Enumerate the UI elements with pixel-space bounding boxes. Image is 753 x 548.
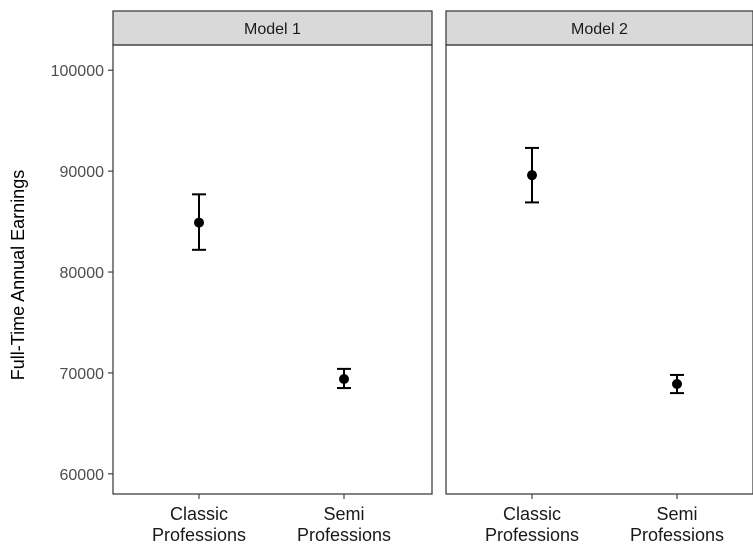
facet-strip	[112, 10, 433, 46]
data-point	[672, 379, 682, 390]
x-tick-label-line: Classic	[503, 504, 561, 524]
x-tick-label-line: Professions	[485, 525, 579, 545]
y-tick-label: 90000	[60, 164, 105, 181]
x-tick-label-line: Semi	[656, 504, 697, 524]
y-tick-label: 70000	[60, 366, 105, 383]
x-tick-label: Classic Professions	[485, 504, 579, 545]
x-tick-label: Semi Professions	[297, 504, 391, 545]
y-tick-label: 80000	[60, 265, 105, 282]
x-tick-label-line: Professions	[630, 525, 724, 545]
facet-strip	[445, 10, 753, 46]
y-tick-label: 60000	[60, 467, 105, 484]
facet-strip-label: Model 1	[244, 21, 301, 38]
y-axis: 60000 70000 80000 90000 100000	[51, 63, 113, 484]
facet-strip-label: Model 2	[571, 21, 628, 38]
x-tick-label-line: Semi	[323, 504, 364, 524]
x-tick-label: Semi Professions	[630, 504, 724, 545]
panel-border	[112, 44, 433, 495]
data-point	[527, 170, 537, 181]
data-point	[194, 217, 204, 228]
x-tick-label-line: Classic	[170, 504, 228, 524]
x-tick-label-line: Professions	[152, 525, 246, 545]
y-axis-title: Full-Time Annual Earnings	[8, 170, 28, 380]
x-tick-label: Classic Professions	[152, 504, 246, 545]
y-tick-label: 100000	[51, 63, 104, 80]
panel-border	[445, 44, 753, 495]
x-tick-label-line: Professions	[297, 525, 391, 545]
data-point	[339, 373, 349, 384]
